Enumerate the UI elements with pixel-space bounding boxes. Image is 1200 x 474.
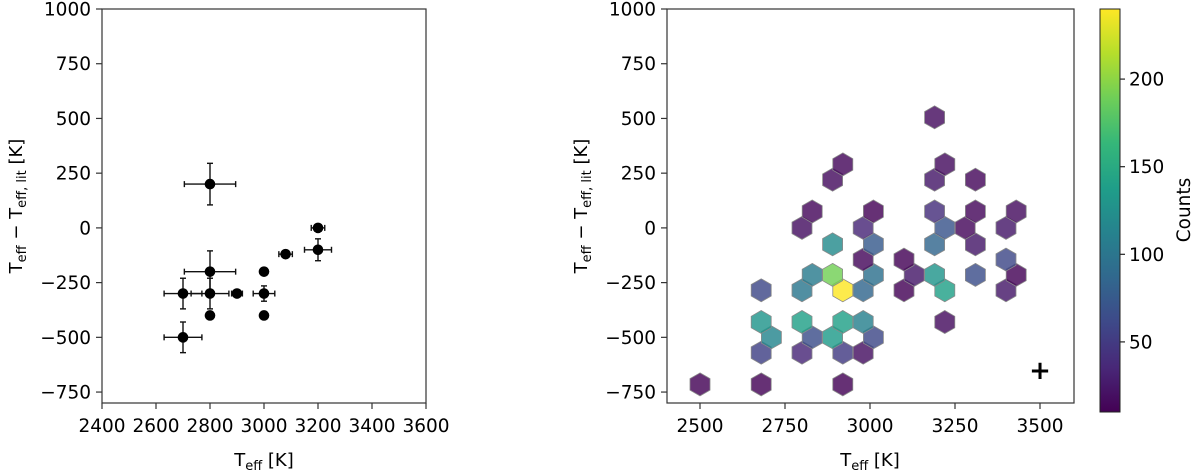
- data-point: [310, 222, 326, 234]
- y-tick-label: 750: [56, 54, 91, 75]
- x-tick-label: 2750: [761, 416, 808, 437]
- hexbin-cell: [965, 199, 986, 224]
- hexbin-cell: [924, 199, 945, 224]
- hexbin-cell: [863, 199, 884, 224]
- data-point: [258, 266, 270, 277]
- data-point: [230, 288, 244, 299]
- right-y-axis: 1000 750 500 250 0 −250 −500 −750: [605, 0, 667, 404]
- hexbin-cell: [1005, 199, 1027, 224]
- left-y-axis: 1000 750 500 250 0 −250 −500 −750: [40, 0, 102, 404]
- data-point: [258, 310, 270, 321]
- data-point: [163, 321, 203, 354]
- hexbin-cell: [750, 278, 772, 303]
- data-point: [183, 162, 237, 206]
- y-tick-label: 250: [56, 164, 91, 185]
- hexbin-cell: [934, 310, 956, 334]
- y-tick-label: −250: [40, 273, 91, 294]
- colorbar-tick-label: 150: [1129, 157, 1164, 178]
- x-tick-label: 2800: [186, 416, 233, 437]
- hexbin-cell: [822, 232, 843, 257]
- data-point: [278, 248, 294, 260]
- right-hexbin-panel: + 2500 2750 3000 3250 3500 10007505002500−25…: [571, 0, 1075, 474]
- y-tick-label: 750: [621, 54, 656, 75]
- left-scatter-panel: 2400 2600 2800 3000 3200 3400 3600 1000 750 500 2…: [6, 0, 450, 474]
- x-tick-label: 3250: [931, 416, 978, 437]
- hexbin-cell: [965, 167, 986, 192]
- hexbin-cell: [893, 247, 915, 272]
- hexbin-cell: [924, 262, 945, 287]
- left-y-axis-label: Teff − Teff, lit [K]: [6, 139, 30, 275]
- y-tick-label: −750: [40, 383, 91, 404]
- colorbar-label: Counts: [1174, 178, 1195, 243]
- x-tick-label: 2400: [78, 416, 125, 437]
- x-tick-label: 3000: [846, 416, 893, 437]
- y-tick-label: 1000: [44, 0, 91, 21]
- x-tick-label: 3600: [402, 416, 449, 437]
- left-x-axis: 2400 2600 2800 3000 3200 3400 3600: [78, 403, 450, 437]
- hexbin-cell: [965, 262, 986, 287]
- y-tick-label: 250: [621, 164, 656, 185]
- left-plot-frame: [101, 8, 427, 404]
- y-tick-label: 0: [79, 218, 91, 239]
- right-x-axis: 2500 2750 3000 3250 3500: [676, 403, 1064, 437]
- colorbar-ticks: 200 150 100 50: [1120, 70, 1164, 353]
- hexbin-cell: [852, 310, 874, 334]
- right-x-axis-label: Teff [K]: [839, 450, 900, 474]
- x-tick-label: 3400: [348, 416, 395, 437]
- y-tick-label: 500: [56, 109, 91, 130]
- x-tick-label: 2500: [676, 416, 723, 437]
- hexbin-cell: [832, 152, 854, 177]
- y-tick-label: −750: [605, 383, 656, 404]
- x-tick-label: 3200: [294, 416, 341, 437]
- y-tick-label: 0: [644, 218, 656, 239]
- typical-error-marker: +: [1029, 356, 1051, 386]
- colorbar-gradient: [1099, 8, 1121, 413]
- hexbin-cell: [791, 310, 813, 334]
- data-point: [303, 238, 333, 262]
- data-point: [204, 310, 216, 321]
- hexbin-cell: [822, 262, 843, 287]
- y-tick-label: −500: [605, 328, 656, 349]
- y-tick-label: 1000: [609, 0, 656, 21]
- y-tick-label: −250: [605, 273, 656, 294]
- hexbin-cells: [689, 105, 1027, 397]
- hexbin-cell: [750, 372, 772, 397]
- hexbin-cell: [801, 199, 823, 224]
- colorbar-tick-label: 50: [1129, 332, 1153, 353]
- colorbar-tick-label: 200: [1129, 70, 1164, 91]
- hexbin-cell: [995, 247, 1017, 272]
- colorbar-tick-label: 100: [1129, 245, 1164, 266]
- x-tick-label: 3000: [240, 416, 287, 437]
- right-y-axis-label: Teff − Teff, lit [K]: [571, 139, 595, 275]
- x-tick-label: 3500: [1016, 416, 1063, 437]
- hexbin-cell: [924, 105, 945, 130]
- hexbin-cell: [750, 310, 772, 334]
- hexbin-cell: [934, 152, 956, 177]
- left-x-axis-label: Teff [K]: [233, 450, 294, 474]
- hexbin-cell: [689, 372, 711, 397]
- y-tick-label: −500: [40, 328, 91, 349]
- y-tick-label: 500: [621, 109, 656, 130]
- colorbar: 200 150 100 50 Counts: [1099, 8, 1195, 413]
- scatter-points: [163, 162, 333, 354]
- data-point: [190, 277, 230, 310]
- data-point: [252, 285, 276, 302]
- hexbin-cell: [832, 372, 854, 397]
- x-tick-label: 2600: [132, 416, 179, 437]
